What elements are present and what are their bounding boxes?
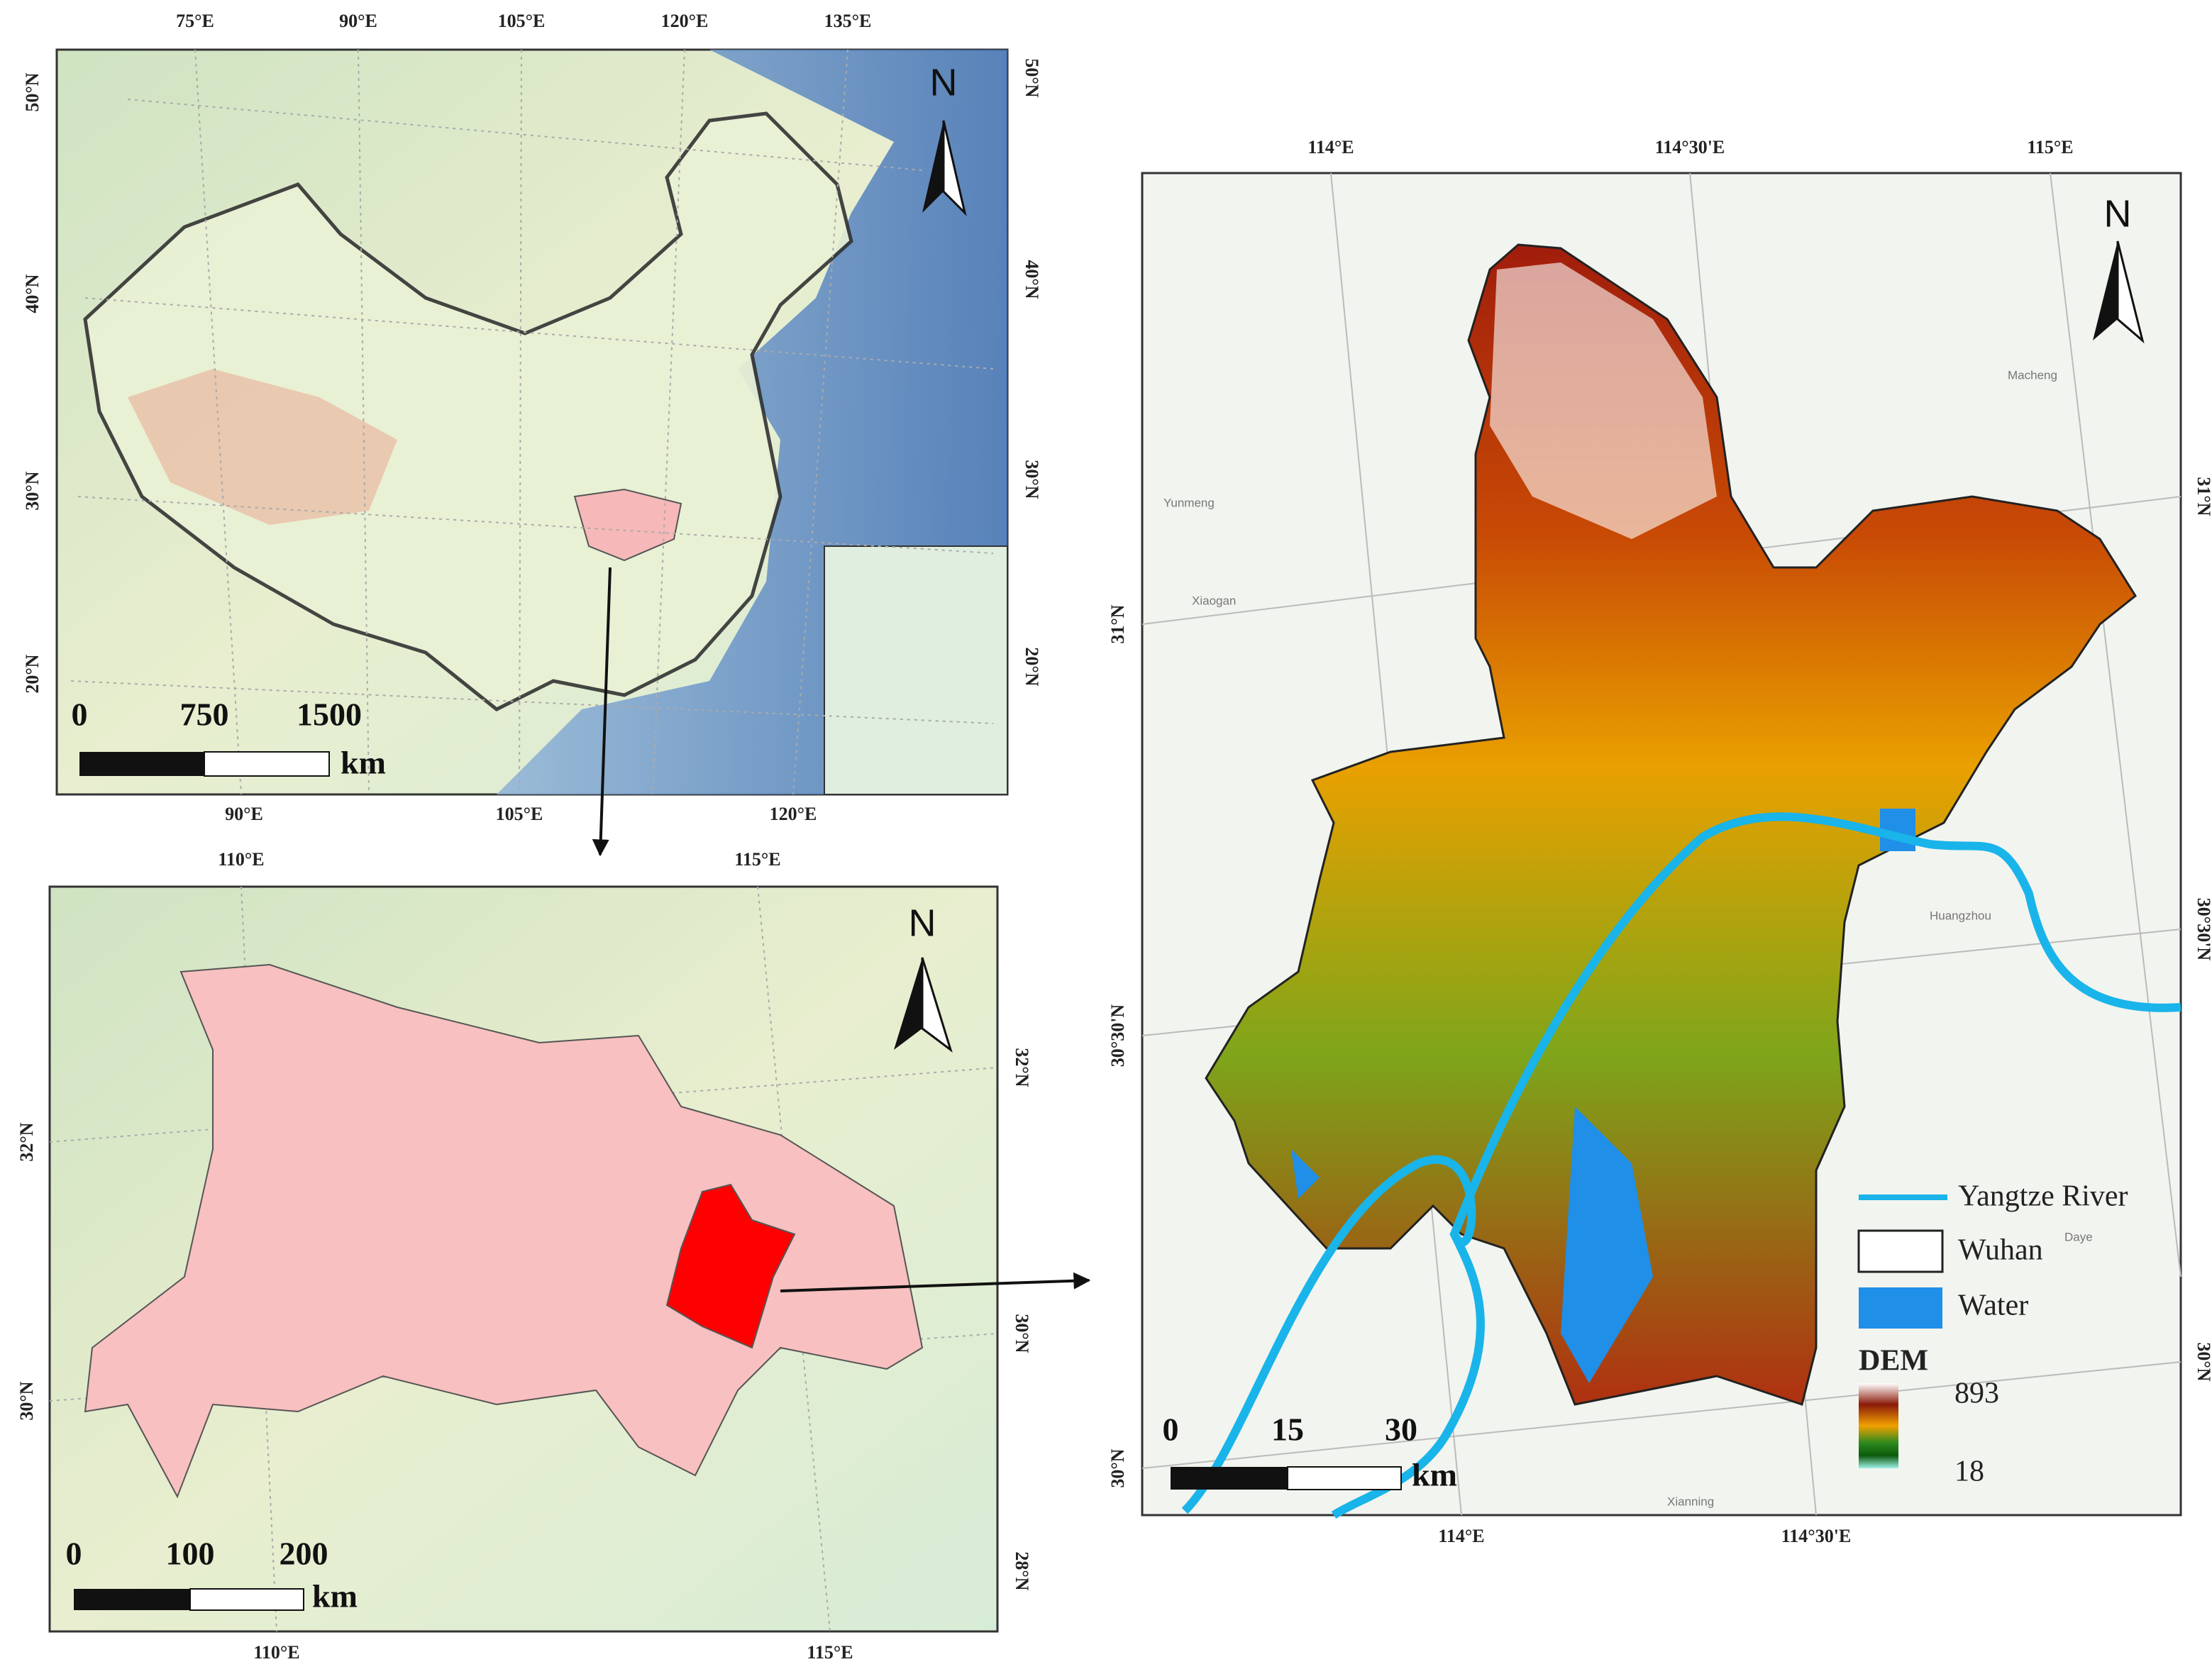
- wuhan-highlight: [665, 1183, 796, 1349]
- north-arrow: [894, 957, 953, 1053]
- legend-label: 18: [1954, 1456, 1984, 1488]
- legend-label: Wuhan: [1958, 1234, 2043, 1267]
- longitude-label: 90°E: [339, 11, 377, 31]
- plateau: [128, 369, 397, 525]
- scale-label: 30: [1385, 1412, 1417, 1448]
- longitude-label: 115°E: [807, 1642, 853, 1663]
- longitude-label: 120°E: [770, 804, 817, 824]
- north-label: N: [930, 61, 958, 104]
- hubei-province: [84, 963, 924, 1499]
- longitude-label: 110°E: [253, 1642, 299, 1663]
- place-name: Xianning: [1667, 1495, 1714, 1508]
- longitude-label: 114°30'E: [1781, 1526, 1852, 1546]
- scale-label: 750: [180, 697, 229, 733]
- connector-arrow: [780, 1272, 1091, 1292]
- scale-bar: [79, 752, 204, 776]
- scale-label: 1500: [297, 697, 362, 733]
- dem-colorbar: [1859, 1383, 1898, 1468]
- wuhan-panel: Yunmeng Xiaogan Macheng Huangzhou Xianni…: [1141, 172, 2182, 1519]
- longitude-label: 120°E: [661, 11, 709, 31]
- legend-title: DEM: [1859, 1345, 1928, 1378]
- north-arrow: [922, 120, 967, 216]
- latitude-label: 30°N: [1107, 1448, 1128, 1487]
- water-body: [1291, 809, 1915, 1383]
- scale-unit: km: [341, 745, 386, 781]
- scale-bar: [74, 1589, 190, 1610]
- latitude-label: 28°N: [1012, 1551, 1032, 1590]
- longitude-label: 105°E: [496, 804, 543, 824]
- place-name: Xiaogan: [1192, 594, 1236, 607]
- longitude-label: 115°E: [734, 849, 780, 870]
- latitude-label: 30°N: [16, 1381, 37, 1420]
- latitude-label: 30°N: [2194, 1342, 2212, 1381]
- hubei-panel: N 0 100 200 km: [48, 885, 999, 1633]
- north-arrow: [2093, 240, 2145, 344]
- graticule: [70, 49, 994, 795]
- latitude-label: 20°N: [1022, 647, 1042, 686]
- latitude-label: 30°N: [1022, 460, 1042, 499]
- scale-label: 15: [1271, 1412, 1304, 1448]
- place-name: Huangzhou: [1930, 909, 1991, 922]
- latitude-label: 31°N: [2194, 477, 2212, 516]
- latitude-label: 32°N: [16, 1122, 37, 1161]
- legend-label: 893: [1954, 1378, 1999, 1410]
- scale-label: 200: [280, 1536, 328, 1572]
- latitude-label: 50°N: [1022, 58, 1042, 97]
- longitude-label: 75°E: [176, 11, 214, 31]
- latitude-label: 30°N: [1012, 1314, 1032, 1353]
- china-outline: [83, 111, 853, 711]
- latitude-label: 50°N: [22, 72, 43, 111]
- place-name: Yunmeng: [1163, 496, 1215, 509]
- latitude-label: 40°N: [22, 274, 43, 313]
- yangtze-river: [1181, 812, 2181, 1519]
- wuhan-dem: [1205, 243, 2137, 1406]
- highland: [1490, 262, 1717, 539]
- longitude-label: 114°E: [1307, 137, 1354, 157]
- latitude-label: 30°N: [22, 471, 43, 510]
- latitude-label: 40°N: [1022, 260, 1042, 299]
- inset-box: [824, 545, 1008, 795]
- latitude-label: 31°N: [1107, 604, 1128, 643]
- north-label: N: [909, 902, 936, 944]
- place-name: Daye: [2064, 1230, 2093, 1243]
- scale-unit: km: [1412, 1457, 1457, 1493]
- latitude-label: 30°30'N: [1107, 1004, 1128, 1068]
- scale-bar: [1287, 1466, 1402, 1490]
- scale-label: 0: [1163, 1412, 1179, 1448]
- scale-bar: [204, 751, 330, 777]
- legend-boundary-swatch: [1857, 1229, 1944, 1273]
- longitude-label: 110°E: [218, 849, 264, 870]
- scale-bar: [1171, 1467, 1288, 1490]
- longitude-label: 90°E: [225, 804, 263, 824]
- scale-label: 0: [72, 697, 88, 733]
- longitude-label: 114°30'E: [1655, 137, 1725, 157]
- longitude-label: 135°E: [824, 11, 872, 31]
- legend-water-swatch: [1859, 1287, 1942, 1329]
- scale-label: 100: [166, 1536, 215, 1572]
- scale-label: 0: [66, 1536, 82, 1572]
- longitude-label: 115°E: [2027, 137, 2073, 157]
- scale-bar: [189, 1588, 304, 1611]
- longitude-label: 114°E: [1438, 1526, 1484, 1546]
- scale-unit: km: [312, 1578, 358, 1614]
- north-label: N: [2104, 192, 2132, 235]
- place-name: Macheng: [2008, 368, 2057, 382]
- legend-label: Yangtze River: [1958, 1180, 2128, 1213]
- legend-label: Water: [1958, 1290, 2028, 1322]
- latitude-label: 30°30'N: [2194, 898, 2212, 961]
- latitude-label: 20°N: [22, 654, 43, 693]
- latitude-label: 32°N: [1012, 1048, 1032, 1087]
- hubei-highlight: [573, 488, 682, 562]
- longitude-label: 105°E: [498, 11, 546, 31]
- connector-arrow: [592, 567, 612, 857]
- china-panel: N 0 750 1500 km: [55, 48, 1009, 796]
